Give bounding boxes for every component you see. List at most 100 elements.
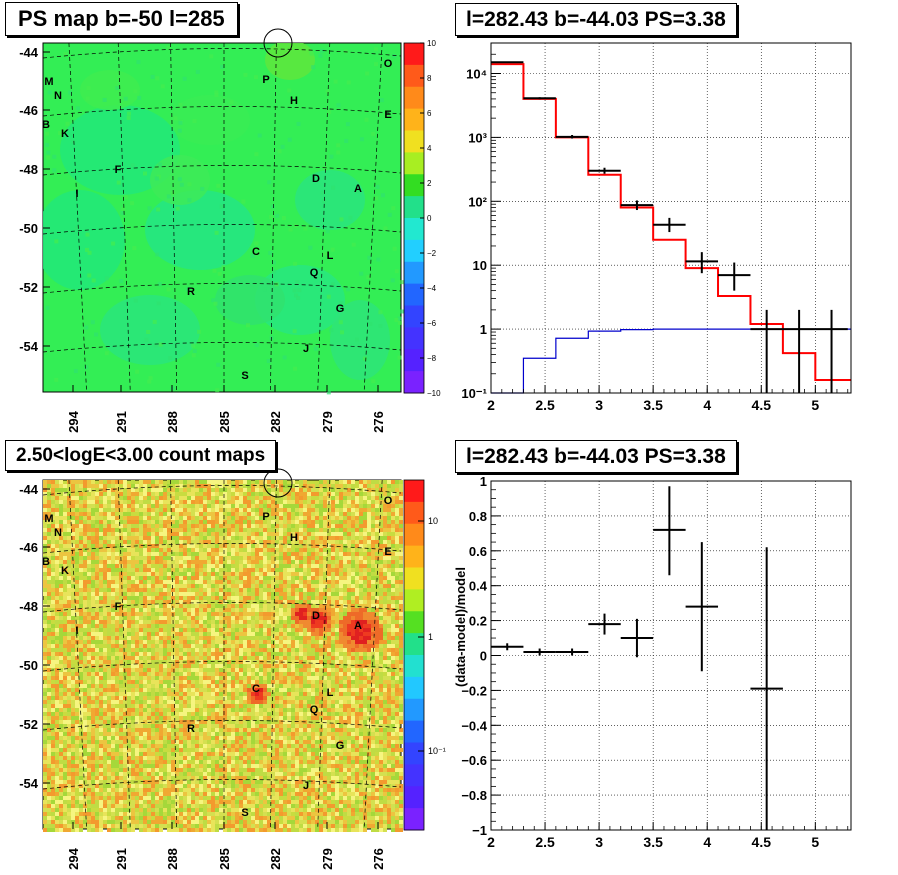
count-pixel [187,684,191,688]
count-pixel [147,484,151,488]
count-pixel [43,568,47,572]
count-pixel [235,636,239,640]
count-pixel [139,580,143,584]
count-pixel [55,484,59,488]
count-pixel [363,608,367,612]
count-pixel [131,568,135,572]
count-pixel [83,668,87,672]
count-pixel [375,492,379,496]
count-pixel [387,544,391,548]
count-pixel [143,508,147,512]
count-pixel [311,512,315,516]
count-pixel [199,672,203,676]
count-pixel [223,504,227,508]
count-pixel [359,560,363,564]
ps-map-pixel [68,90,73,95]
count-pixel [307,620,311,624]
count-pixel [115,560,119,564]
count-pixel [87,488,91,492]
data-point [588,167,621,174]
count-pixel [103,528,107,532]
ps-map-pixel [330,247,335,252]
count-pixel [87,688,91,692]
count-pixel [135,492,139,496]
count-pixel [75,508,79,512]
count-pixel [287,544,291,548]
count-pixel [391,528,395,532]
count-pixel [79,616,83,620]
count-pixel [339,504,343,508]
count-pixel [327,484,331,488]
count-pixel [83,600,87,604]
count-pixel [99,652,103,656]
count-pixel [211,664,215,668]
count-pixel [307,536,311,540]
count-pixel [239,652,243,656]
count-pixel [179,516,183,520]
ps-map-pixel [375,184,380,189]
count-pixel [183,672,187,676]
count-pixel [399,568,403,572]
count-pixel [287,516,291,520]
count-pixel [275,552,279,556]
count-pixel [231,576,235,580]
count-pixel [287,488,291,492]
count-pixel [95,688,99,692]
count-pixel [79,500,83,504]
count-pixel [219,572,223,576]
count-pixel [383,636,387,640]
count-pixel [163,692,167,696]
count-pixel [191,576,195,580]
count-pixel [103,544,107,548]
lat-grid-line [43,48,401,59]
count-pixel [91,528,95,532]
count-pixel [115,564,119,568]
count-pixel [59,632,63,636]
count-pixel [155,680,159,684]
ps-map-pixel [292,288,297,293]
count-pixel [239,500,243,504]
count-pixel [323,488,327,492]
count-pixel [227,624,231,628]
count-pixel [299,604,303,608]
count-pixel [371,516,375,520]
count-pixel [127,568,131,572]
count-pixel [215,596,219,600]
count-pixel [287,508,291,512]
count-pixel [363,692,367,696]
count-pixel [75,548,79,552]
count-pixel [119,692,123,696]
count-pixel [199,660,203,664]
count-pixel [303,528,307,532]
count-pixel [375,524,379,528]
count-pixel [235,596,239,600]
ps-map-region [100,295,200,365]
count-pixel [55,504,59,508]
count-pixel [291,588,295,592]
count-pixel [59,528,63,532]
count-pixel [63,632,67,636]
count-pixel [183,568,187,572]
count-pixel [247,520,251,524]
count-pixel [203,544,207,548]
count-pixel [283,496,287,500]
count-pixel [43,564,47,568]
count-pixel [379,632,383,636]
count-pixel [99,684,103,688]
count-pixel [251,652,255,656]
count-pixel [83,508,87,512]
ps-map-pixel [380,193,385,198]
count-pixel [51,604,55,608]
count-pixel [83,684,87,688]
count-pixel [311,600,315,604]
count-pixel [179,652,183,656]
count-pixel [191,500,195,504]
ps-map-pixel [156,301,161,306]
count-pixel [219,512,223,516]
count-pixel [263,664,267,668]
count-pixel [371,624,375,628]
count-pixel [211,592,215,596]
count-pixel [391,676,395,680]
count-pixel [111,644,115,648]
count-pixel [311,504,315,508]
